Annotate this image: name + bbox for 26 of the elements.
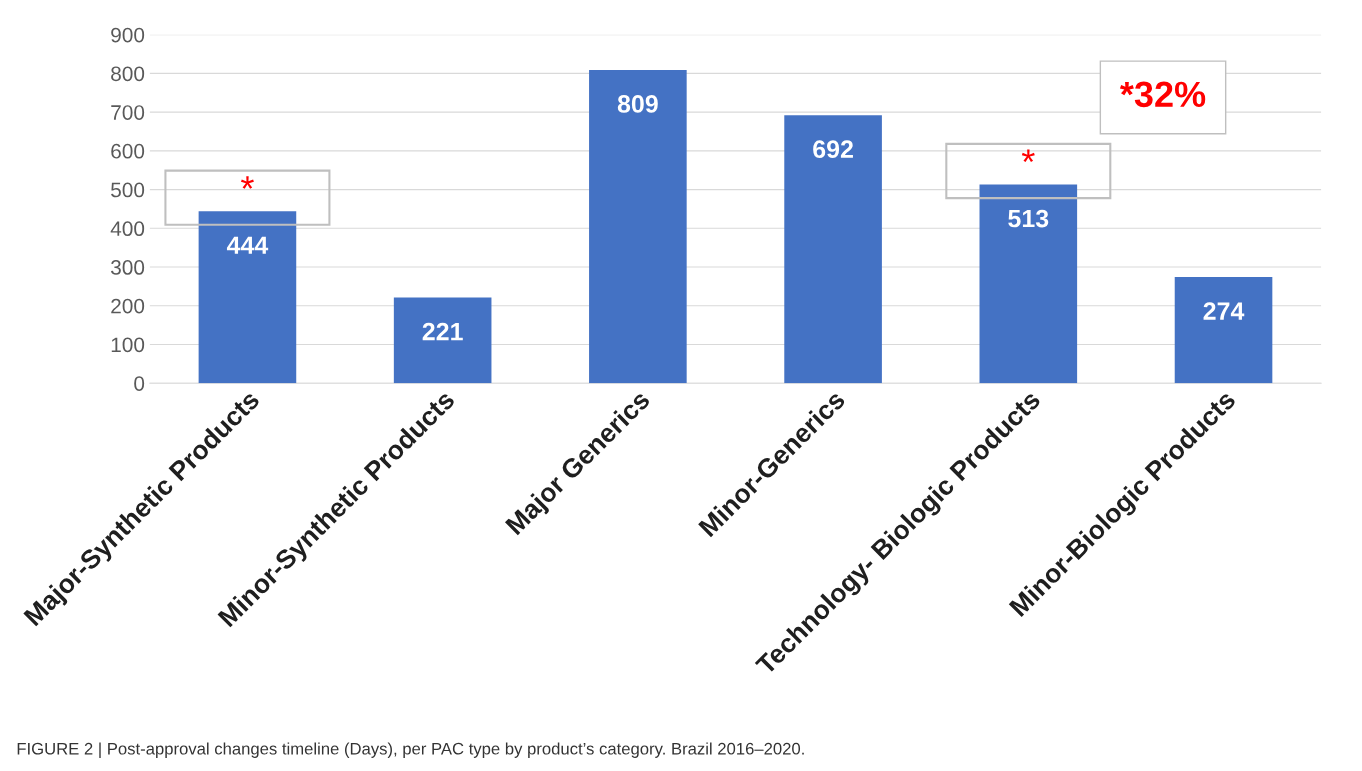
caption: FIGURE 2 | Post-approval changes timeline (Days), per PAC type by product’s category. Brazil 2016–2020.	[17, 742, 804, 758]
data-label: 513	[1008, 209, 1049, 228]
y-tick-label: 100	[111, 337, 145, 353]
bar	[979, 184, 1078, 384]
data-label: 444	[226, 236, 269, 254]
bar	[393, 297, 492, 384]
y-tick-label: 400	[110, 221, 145, 237]
annotation: *32%	[1119, 81, 1206, 108]
data-label: 809	[617, 95, 658, 113]
y-tick-label: 0	[134, 376, 145, 391]
y-tick-label: 200	[111, 298, 145, 314]
data-label: 221	[422, 322, 463, 341]
bar	[589, 69, 687, 384]
data-label: 274	[1203, 302, 1245, 320]
annotation: *	[240, 176, 254, 189]
y-tick-label: 600	[111, 143, 145, 159]
annotation: *	[1021, 149, 1035, 163]
data-label: 692	[813, 140, 853, 159]
y-tick-label: 300	[111, 260, 145, 275]
y-tick-label: 900	[111, 27, 145, 43]
y-tick-label: 700	[111, 105, 145, 120]
y-tick-label: 800	[111, 66, 145, 82]
bar	[1174, 277, 1273, 384]
bar	[784, 115, 882, 384]
y-tick-label: 500	[111, 182, 145, 198]
bar	[198, 211, 297, 384]
